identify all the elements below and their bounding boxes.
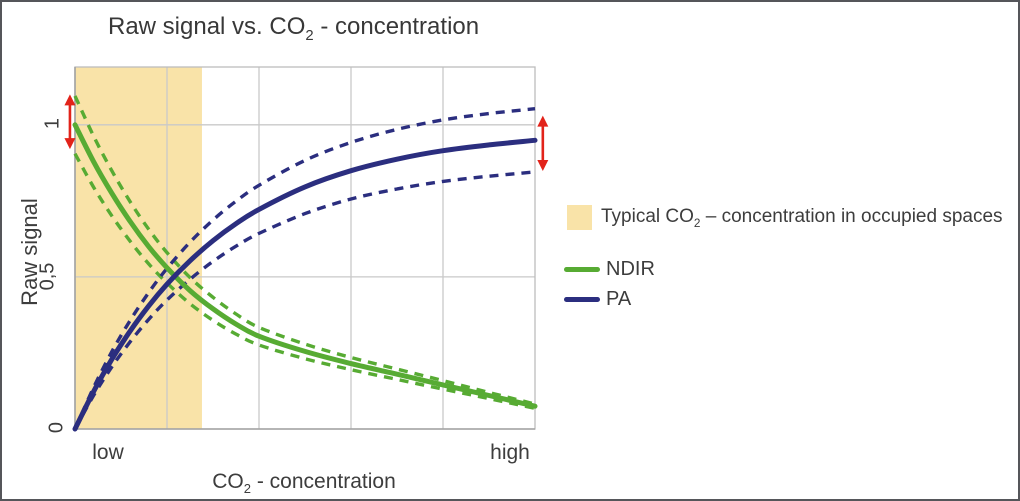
x-axis-label-subscript: 2 (243, 481, 251, 497)
legend-item-typical-co2-region: Typical CO2 – concentration in occupied … (567, 205, 1003, 230)
series-pa-lower-bound (73, 170, 536, 430)
x-axis-label-text: CO (212, 470, 244, 493)
legend-region-label: Typical CO2 – concentration in occupied … (601, 206, 1003, 230)
legend-region-label-text-suffix: – concentration in occupied spaces (700, 205, 1003, 227)
ndir-line-swatch (564, 267, 600, 272)
y-tick-0: 0 (45, 421, 68, 434)
legend-item-ndir: NDIR (564, 258, 655, 281)
series-pa (72, 137, 538, 432)
shaded-region-swatch (567, 205, 592, 230)
series-ndir (72, 122, 538, 409)
legend-pa-label: PA (606, 288, 632, 310)
ndir-signal-spread-arrow-up-head (64, 94, 76, 106)
pa-signal-spread-arrow-up-head (537, 115, 549, 127)
series-ndir-lower-bound (73, 152, 536, 410)
legend-item-pa: PA (564, 288, 631, 311)
x-axis-label: CO2 - concentration (184, 470, 424, 496)
chart-title-text: Raw signal vs. CO (108, 13, 306, 40)
x-tick-high: high (490, 441, 530, 464)
series-pa-upper-bound (73, 107, 536, 430)
y-tick-1: 1 (41, 117, 64, 130)
chart-title-subscript: 2 (305, 27, 314, 44)
legend-ndir-label: NDIR (606, 258, 655, 280)
chart-title-text-suffix: - concentration (313, 13, 480, 40)
typical-co2-shaded-region (75, 67, 202, 429)
pa-signal-spread-arrow-down-head (537, 160, 549, 172)
y-tick-0-5: 0,5 (36, 262, 59, 291)
x-tick-low: low (92, 441, 124, 464)
legend-region-label-text: Typical CO (601, 205, 694, 227)
chart-title: Raw signal vs. CO2 - concentration (108, 13, 479, 44)
series-ndir-upper-bound (73, 95, 536, 406)
x-axis-label-text-suffix: - concentration (251, 470, 396, 493)
ndir-signal-spread-arrow-down-head (64, 138, 76, 150)
legend-region-label-subscript: 2 (693, 216, 701, 230)
pa-line-swatch (564, 297, 600, 302)
